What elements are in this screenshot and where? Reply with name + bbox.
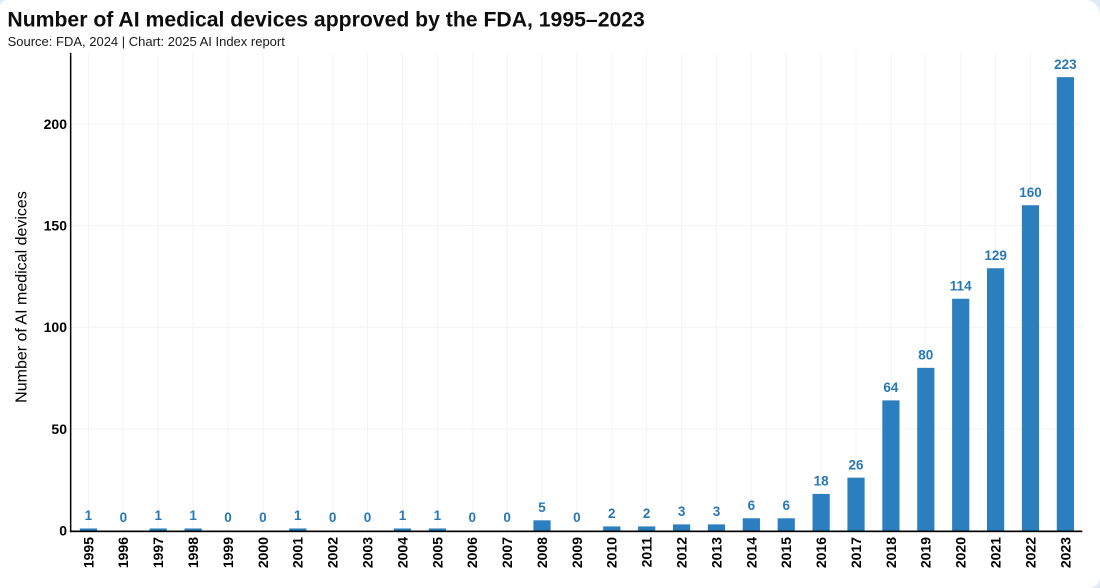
- svg-text:1: 1: [434, 508, 442, 523]
- svg-text:Number of AI medical devices: Number of AI medical devices: [14, 191, 31, 403]
- svg-text:2: 2: [608, 506, 616, 521]
- svg-text:2022: 2022: [1022, 537, 1038, 568]
- svg-text:0: 0: [59, 522, 67, 538]
- svg-text:2013: 2013: [708, 537, 724, 568]
- svg-text:0: 0: [329, 510, 337, 525]
- svg-text:1996: 1996: [115, 537, 131, 568]
- svg-text:1: 1: [154, 508, 162, 523]
- svg-text:3: 3: [713, 504, 721, 519]
- svg-text:64: 64: [883, 380, 899, 395]
- svg-text:50: 50: [51, 421, 67, 437]
- svg-text:5: 5: [538, 500, 546, 515]
- svg-text:2015: 2015: [778, 537, 794, 568]
- svg-text:114: 114: [950, 278, 972, 293]
- svg-text:223: 223: [1054, 57, 1077, 72]
- svg-text:0: 0: [364, 510, 372, 525]
- svg-text:2021: 2021: [987, 537, 1003, 568]
- svg-text:2020: 2020: [953, 537, 969, 568]
- svg-text:0: 0: [573, 510, 581, 525]
- svg-text:150: 150: [44, 217, 68, 233]
- svg-text:80: 80: [918, 348, 933, 363]
- svg-text:2016: 2016: [813, 537, 829, 568]
- svg-text:1: 1: [189, 508, 197, 523]
- svg-text:100: 100: [44, 319, 68, 335]
- svg-text:18: 18: [814, 474, 830, 489]
- svg-text:2002: 2002: [325, 537, 341, 568]
- svg-text:3: 3: [678, 504, 686, 519]
- svg-text:2: 2: [643, 506, 651, 521]
- svg-text:2011: 2011: [639, 537, 655, 568]
- svg-text:6: 6: [782, 498, 790, 513]
- svg-text:2010: 2010: [604, 537, 620, 568]
- svg-text:2005: 2005: [429, 537, 445, 568]
- svg-text:2000: 2000: [255, 537, 271, 568]
- svg-text:0: 0: [224, 510, 232, 525]
- svg-text:0: 0: [468, 510, 476, 525]
- svg-text:2023: 2023: [1057, 537, 1073, 568]
- svg-text:Source: FDA, 2024 | Chart: 202: Source: FDA, 2024 | Chart: 2025 AI Index…: [8, 34, 286, 49]
- svg-text:2008: 2008: [534, 537, 550, 568]
- svg-text:Number of AI medical devices a: Number of AI medical devices approved by…: [7, 9, 645, 32]
- svg-text:2001: 2001: [290, 537, 306, 568]
- svg-text:2012: 2012: [673, 537, 689, 568]
- svg-text:2006: 2006: [464, 537, 480, 568]
- svg-text:0: 0: [503, 510, 511, 525]
- svg-text:1: 1: [85, 508, 93, 523]
- svg-text:2007: 2007: [499, 537, 515, 568]
- svg-text:26: 26: [849, 457, 865, 472]
- svg-text:2004: 2004: [394, 537, 410, 568]
- svg-text:129: 129: [984, 248, 1007, 263]
- svg-text:1998: 1998: [185, 537, 201, 568]
- svg-text:2009: 2009: [569, 537, 585, 568]
- svg-text:2018: 2018: [883, 537, 899, 568]
- svg-text:2017: 2017: [848, 537, 864, 568]
- svg-text:6: 6: [748, 498, 756, 513]
- svg-text:2019: 2019: [918, 537, 934, 568]
- svg-text:160: 160: [1019, 185, 1042, 200]
- svg-text:2003: 2003: [359, 537, 375, 568]
- svg-text:1995: 1995: [80, 537, 96, 568]
- svg-text:0: 0: [259, 510, 267, 525]
- svg-text:200: 200: [44, 116, 68, 132]
- svg-text:1997: 1997: [150, 537, 166, 568]
- svg-text:1999: 1999: [220, 537, 236, 568]
- svg-text:1: 1: [399, 508, 407, 523]
- svg-text:1: 1: [294, 508, 302, 523]
- svg-text:2014: 2014: [743, 537, 759, 568]
- svg-text:0: 0: [120, 510, 128, 525]
